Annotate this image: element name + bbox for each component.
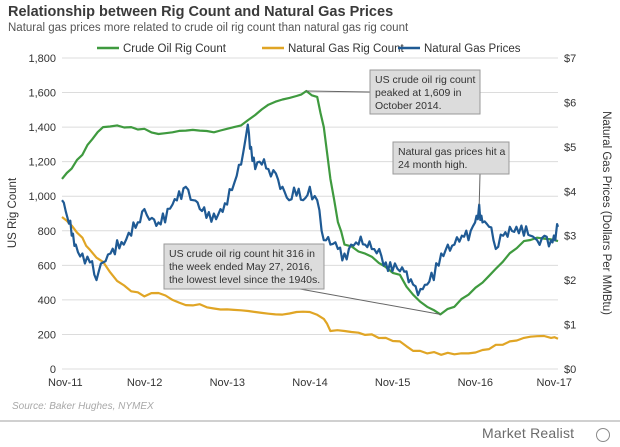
callout-box (163, 243, 325, 290)
series-lines (61, 89, 560, 356)
gridlines (62, 57, 558, 370)
x-tick-label: Nov-17 (537, 377, 572, 389)
y-tick-label: 1,400 (28, 122, 56, 134)
y-tick-label: 1,600 (28, 88, 56, 100)
callout-text: the lowest level since the 1940s. (169, 274, 320, 286)
y-axis-label: US Rig Count (7, 177, 19, 248)
y-tick-label: 600 (38, 260, 56, 272)
chart-title: Relationship between Rig Count and Natur… (8, 4, 394, 20)
left-axis-ticks: 0 200 400 600 800 1,000 1,200 1,400 1,600 1,800 (28, 53, 56, 376)
y2-tick-label: $0 (564, 364, 576, 376)
y2-tick-label: $4 (564, 186, 576, 198)
legend-label: Crude Oil Rig Count (123, 43, 227, 55)
y2-tick-label: $2 (564, 275, 576, 287)
callout-text: 24 month high. (398, 159, 467, 171)
y-tick-label: 200 (38, 329, 56, 341)
brand-logo: Market Realist (482, 425, 575, 441)
x-tick-label: Nov-11 (48, 377, 83, 389)
y2-tick-label: $5 (564, 142, 576, 154)
callout-box (369, 69, 481, 115)
y-tick-label: 1,000 (28, 191, 56, 203)
source-note: Source: Baker Hughes, NYMEX (12, 401, 154, 412)
callout-leader (478, 173, 481, 205)
x-axis-ticks: Nov-11 Nov-12 Nov-13 Nov-14 Nov-15 Nov-16 Nov-… (48, 377, 572, 389)
y2-tick-label: $1 (564, 320, 576, 332)
x-tick-label: Nov-13 (210, 377, 245, 389)
callout-text: October 2014. (375, 100, 442, 112)
callout-text: the week ended May 27, 2016, (169, 261, 313, 273)
x-tick-label: Nov-12 (127, 377, 162, 389)
series-line-natural-gas-prices (61, 123, 560, 297)
y-tick-label: 800 (38, 226, 56, 238)
callout-text: US crude oil rig count hit 316 in (169, 248, 315, 260)
y2-tick-label: $6 (564, 97, 576, 109)
y-tick-label: 400 (38, 295, 56, 307)
y-tick-label: 0 (50, 364, 56, 376)
callout-leader (299, 288, 441, 315)
series-line-crude-oil-rig-count (61, 89, 559, 316)
y2-tick-label: $3 (564, 231, 576, 243)
legend: Crude Oil Rig Count Natural Gas Rig Count… (97, 43, 521, 55)
callout-box (392, 141, 510, 175)
brand-logo-icon (596, 428, 610, 442)
legend-label: Natural Gas Rig Count (288, 43, 404, 55)
x-tick-label: Nov-16 (458, 377, 493, 389)
right-axis-ticks: $0 $1 $2 $3 $4 $5 $6 $7 (564, 53, 576, 376)
y-tick-label: 1,800 (28, 53, 56, 65)
footer-divider (0, 420, 620, 422)
callout-text: Natural gas prices hit a (398, 146, 506, 158)
callout-text: US crude oil rig count (375, 74, 475, 86)
callout-leader (306, 90, 371, 93)
x-tick-label: Nov-15 (375, 377, 410, 389)
chart-subtitle: Natural gas prices more related to crude… (8, 22, 409, 34)
callout-text: peaked at 1,609 in (375, 87, 462, 99)
series-line-natural-gas-rig-count (61, 216, 559, 356)
legend-label: Natural Gas Prices (424, 43, 521, 55)
x-tick-label: Nov-14 (292, 377, 327, 389)
y2-tick-label: $7 (564, 53, 576, 65)
y2-axis-label: Natural Gas Prices (Dollars Per MMBtu) (600, 111, 612, 315)
y-tick-label: 1,200 (28, 157, 56, 169)
